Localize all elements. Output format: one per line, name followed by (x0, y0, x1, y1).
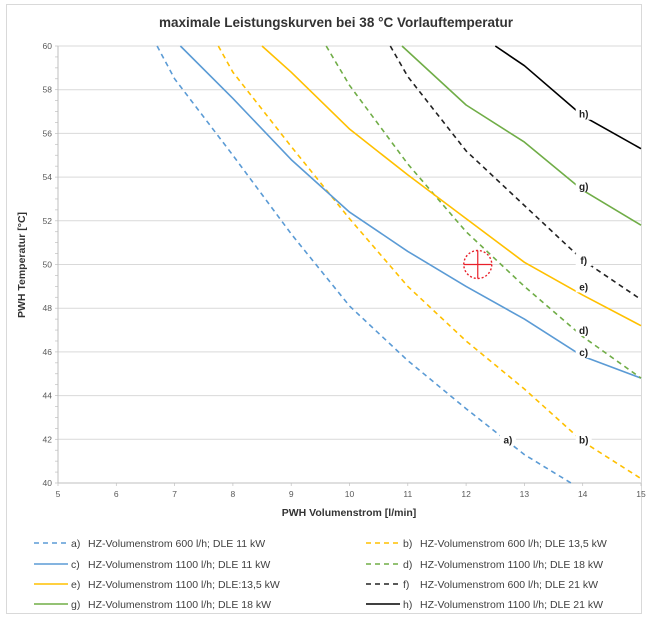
curve-label-bg-c (575, 344, 592, 358)
curve-label-h: h) (579, 110, 588, 121)
y-axis-title: PWH Temperatur [°C] (16, 212, 28, 318)
curve-label-e: e) (579, 282, 588, 293)
marker-layer (463, 249, 493, 280)
y-tick-label: 54 (43, 172, 53, 182)
legend-item-name: HZ-Volumenstrom 1100 l/h; DLE 11 kW (88, 559, 270, 571)
chart-frame (6, 4, 642, 614)
legend-item-name: HZ-Volumenstrom 600 l/h; DLE 21 kW (420, 579, 598, 591)
legend-item-name: HZ-Volumenstrom 1100 l/h; DLE 21 kW (420, 599, 603, 611)
curve-label-bg-g (575, 178, 592, 192)
y-tick-label: 50 (43, 260, 53, 270)
y-tick-label: 46 (43, 347, 53, 357)
series-line-e (261, 45, 642, 327)
series-line-f (389, 45, 642, 301)
legend-item-name: HZ-Volumenstrom 1100 l/h; DLE 18 kW (420, 559, 603, 571)
x-tick-label: 12 (461, 489, 471, 499)
y-tick-label: 52 (43, 216, 53, 226)
legend-item-label: f) (403, 579, 409, 591)
x-tick-label: 10 (345, 489, 355, 499)
curve-label-bg-h (575, 106, 592, 120)
y-tick-label: 44 (43, 391, 53, 401)
y-tick-label: 58 (43, 85, 53, 95)
y-tick-label: 56 (43, 128, 53, 138)
y-tick-label: 48 (43, 303, 53, 313)
curve-label-bg-a (499, 432, 516, 446)
x-tick-label: 9 (289, 489, 294, 499)
x-tick-label: 8 (231, 489, 236, 499)
legend-item-label: d) (403, 559, 412, 571)
x-tick-label: 14 (578, 489, 588, 499)
x-tick-label: 7 (172, 489, 177, 499)
legend-item-label: a) (71, 538, 80, 550)
grid-layer (55, 45, 642, 486)
curve-label-g: g) (579, 182, 588, 193)
legend-item-name: HZ-Volumenstrom 1100 l/h; DLE 18 kW (88, 599, 271, 611)
chart-title: maximale Leistungskurven bei 38 °C Vorla… (159, 15, 514, 30)
curve-label-layer: a) b) c) d) e) f) g) h) (499, 106, 592, 446)
curve-label-f: f) (580, 256, 587, 267)
series-line-g (401, 45, 642, 226)
y-tick-label: 42 (43, 434, 53, 444)
curve-label-c: c) (579, 348, 588, 359)
series-line-h (494, 45, 642, 150)
series-layer (156, 45, 642, 484)
y-tick-label: 60 (43, 41, 53, 51)
legend-item-label: e) (71, 579, 80, 591)
legend-item-name: HZ-Volumenstrom 600 l/h; DLE 13,5 kW (420, 538, 607, 550)
x-tick-label: 13 (520, 489, 530, 499)
x-tick-label: 15 (636, 489, 646, 499)
legend-item-label: b) (403, 538, 412, 550)
x-tick-label: 11 (403, 489, 412, 499)
curve-label-bg-d (575, 323, 592, 337)
legend-item-label: h) (403, 599, 412, 611)
legend-item-label: g) (71, 599, 80, 611)
curve-label-a: a) (503, 435, 512, 446)
legend-item-name: HZ-Volumenstrom 600 l/h; DLE 11 kW (88, 538, 265, 550)
x-axis-title: PWH Volumenstrom [l/min] (282, 507, 417, 519)
x-tick-label: 5 (56, 489, 61, 499)
series-line-c (179, 45, 642, 379)
series-line-b (217, 45, 642, 480)
legend-item-name: HZ-Volumenstrom 1100 l/h; DLE:13,5 kW (88, 579, 280, 591)
curve-label-bg-e (575, 279, 592, 293)
legend: a) HZ-Volumenstrom 600 l/h; DLE 11 kW b) HZ… (34, 538, 607, 611)
y-tick-label: 40 (43, 478, 53, 488)
curve-label-d: d) (579, 326, 588, 337)
x-tick-label: 6 (114, 489, 119, 499)
series-line-d (325, 45, 642, 379)
legend-item-label: c) (71, 559, 80, 571)
curve-label-bg-b (575, 432, 592, 446)
curve-label-bg-f (575, 253, 592, 267)
curve-label-b: b) (579, 435, 588, 446)
